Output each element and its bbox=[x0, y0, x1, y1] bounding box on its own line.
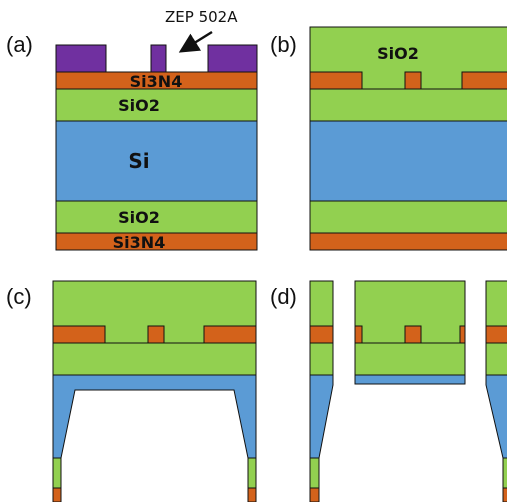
panel-d: (d) bbox=[270, 280, 507, 502]
si3n4-strip-right-c bbox=[203, 325, 257, 344]
si3n4-bottom-layer-b bbox=[309, 232, 507, 251]
sio2-top-layer-c bbox=[52, 342, 257, 376]
si3n4-top-label: Si3N4 bbox=[130, 72, 183, 91]
panel-a: (a) ZEP 502A Si3N4 SiO2 Si SiO2 Si3N4 bbox=[6, 8, 258, 252]
si3n4-strip-left bbox=[309, 71, 363, 90]
si3n4-bottom-left-c bbox=[52, 487, 62, 502]
sio2-top-layer bbox=[55, 88, 258, 122]
si3n4-bottom-d-right bbox=[502, 487, 507, 502]
sio2-bottom-d-right bbox=[502, 457, 507, 489]
sio2-bottom-d-left bbox=[309, 457, 320, 489]
sio2-top-layer-b bbox=[309, 88, 507, 122]
sio2-bottom-label: SiO2 bbox=[118, 208, 160, 227]
panel-c-label: (c) bbox=[6, 284, 32, 309]
si3n4-d-left bbox=[309, 325, 334, 344]
si-frame-c bbox=[52, 374, 257, 459]
si-thin-d-center bbox=[354, 374, 466, 385]
si3n4-strip-center-c bbox=[147, 325, 165, 344]
si-frame-d-right bbox=[485, 374, 507, 459]
sio2-cladding-label: SiO2 bbox=[377, 44, 419, 63]
si-frame-d-left bbox=[309, 374, 334, 459]
panel-a-label: (a) bbox=[6, 32, 33, 57]
panel-b-label: (b) bbox=[270, 32, 297, 57]
si3n4-strip-center bbox=[404, 71, 422, 90]
si3n4-bottom-right-c bbox=[247, 487, 257, 502]
panel-c: (c) bbox=[6, 280, 257, 502]
si3n4-strip-right bbox=[461, 71, 507, 90]
sio2-top-d-left bbox=[309, 342, 334, 376]
resist-callout-arrow bbox=[178, 30, 213, 53]
panel-b: (b) SiO2 bbox=[270, 26, 507, 251]
sio2-bottom-left-c bbox=[52, 457, 62, 489]
sio2-top-d-center bbox=[354, 342, 466, 376]
resist-block-right bbox=[207, 44, 258, 73]
si-layer-b bbox=[309, 120, 507, 202]
si3n4-strip-left-c bbox=[52, 325, 106, 344]
si-label: Si bbox=[128, 149, 149, 173]
si3n4-d-center-strip bbox=[404, 325, 422, 344]
si3n4-bottom-d-left bbox=[309, 487, 320, 502]
sio2-bottom-layer-b bbox=[309, 200, 507, 234]
panel-d-label: (d) bbox=[270, 284, 297, 309]
sio2-top-d-right bbox=[485, 342, 507, 376]
si3n4-d-right bbox=[485, 325, 507, 344]
sio2-top-label: SiO2 bbox=[118, 96, 160, 115]
si3n4-bottom-layer bbox=[55, 232, 258, 251]
si-layer bbox=[55, 120, 258, 202]
resist-block-center bbox=[150, 44, 167, 73]
sio2-bottom-right-c bbox=[247, 457, 257, 489]
si3n4-d-center-right bbox=[459, 325, 466, 344]
si3n4-d-center-left bbox=[354, 325, 363, 344]
resist-callout-label: ZEP 502A bbox=[165, 8, 238, 26]
resist-block-left bbox=[55, 44, 107, 73]
si3n4-bottom-label: Si3N4 bbox=[113, 233, 166, 252]
